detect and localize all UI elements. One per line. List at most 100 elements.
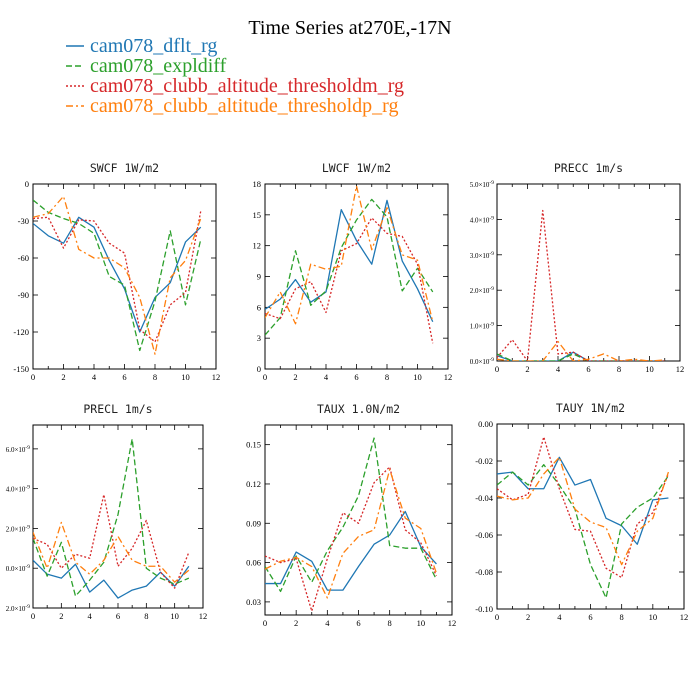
y-tick-mantissa: 4.0 — [470, 216, 479, 224]
y-tick-exponent: -9 — [489, 286, 494, 292]
series-line-3 — [265, 217, 434, 344]
y-tick-exponent: -9 — [25, 564, 30, 570]
x-tick-label: 8 — [388, 618, 392, 628]
x-tick-label: 4 — [556, 364, 561, 374]
series-line-2 — [265, 437, 438, 593]
x-tick-label: 2 — [293, 372, 297, 382]
series-line-1 — [497, 456, 669, 545]
y-tick-prefix: ×10 — [478, 287, 489, 295]
series-line-2 — [33, 199, 202, 352]
y-tick-label: 5.0×10-9 — [470, 180, 495, 189]
x-tick-label: 12 — [444, 372, 453, 382]
series-line-1 — [33, 559, 190, 599]
x-tick-label: 6 — [354, 372, 358, 382]
legend-label: cam078_clubb_altitude_thresholdm_rg — [90, 75, 404, 97]
plot-frame — [264, 183, 449, 370]
x-tick-label: 0 — [31, 611, 35, 621]
y-tick-label: 0.03 — [246, 597, 261, 607]
x-tick-label: 12 — [680, 612, 689, 622]
y-tick-prefix: ×10 — [478, 216, 489, 224]
x-tick-label: 2 — [294, 618, 298, 628]
y-tick-mantissa: 0.0 — [470, 358, 479, 366]
y-tick-exponent: -9 — [25, 485, 30, 491]
series-group — [497, 436, 670, 599]
x-tick-label: 4 — [325, 618, 330, 628]
x-tick-label: 10 — [181, 372, 190, 382]
x-tick-label: 8 — [144, 611, 148, 621]
x-tick-label: 4 — [88, 611, 93, 621]
x-tick-label: 12 — [448, 618, 457, 628]
panel-title: TAUY 1N/m2 — [556, 401, 625, 415]
y-tick-label: 15 — [253, 210, 262, 220]
plot-frame — [32, 183, 217, 370]
y-tick-prefix: ×10 — [14, 605, 25, 613]
x-tick-label: 12 — [199, 611, 208, 621]
y-tick-label: -0.10 — [475, 604, 493, 614]
y-tick-label: 0.00 — [478, 419, 493, 429]
x-tick-label: 6 — [356, 618, 360, 628]
x-tick-label: 10 — [417, 618, 426, 628]
legend-item: cam078_expldiff — [66, 55, 227, 77]
y-tick-label: 6.0×10-9 — [6, 445, 31, 454]
series-group — [265, 437, 438, 612]
series-line-4 — [265, 468, 438, 599]
y-tick-label: -90 — [18, 290, 29, 300]
y-tick-prefix: ×10 — [478, 181, 489, 189]
x-tick-label: 8 — [617, 364, 621, 374]
y-tick-label: 12 — [253, 241, 262, 251]
legend-label: cam078_dflt_rg — [90, 35, 217, 57]
x-tick-label: 6 — [116, 611, 120, 621]
chart-panel: PRECL 1m/s0 2 4 6 8 10 122.0×10-90.0×10-92.0×1… — [6, 402, 208, 621]
legend-item: cam078_clubb_altitude_thresholdp_rg — [66, 95, 398, 117]
series-group — [265, 185, 434, 344]
series-line-1 — [265, 510, 437, 591]
series-line-4 — [33, 195, 202, 355]
x-tick-label: 2 — [59, 611, 63, 621]
legend-item: cam078_clubb_altitude_thresholdm_rg — [66, 75, 404, 97]
x-tick-label: 4 — [92, 372, 97, 382]
series-group — [497, 209, 665, 361]
x-tick-label: 4 — [557, 612, 562, 622]
series-line-2 — [497, 464, 669, 599]
y-tick-label: 0.12 — [246, 479, 261, 489]
series-line-2 — [497, 353, 665, 361]
legend-label: cam078_expldiff — [90, 55, 227, 77]
y-tick-exponent: -9 — [25, 604, 30, 610]
y-tick-exponent: -9 — [489, 215, 494, 221]
x-tick-label: 0 — [495, 364, 499, 374]
y-tick-label: 6 — [257, 302, 261, 312]
x-tick-label: 0 — [31, 372, 35, 382]
legend-item: cam078_dflt_rg — [66, 35, 217, 57]
y-tick-exponent: -9 — [25, 445, 30, 451]
series-line-2 — [33, 438, 190, 597]
y-tick-mantissa: 2.0 — [470, 287, 479, 295]
x-tick-label: 10 — [170, 611, 179, 621]
plot-frame — [496, 183, 681, 362]
chart-panel: TAUX 1.0N/m2 0 2 4 6 8 10 12 0.03 0.06 0.09 0.12 0.1… — [246, 402, 456, 628]
y-tick-label: 0.0×10-9 — [470, 357, 495, 366]
y-tick-label: 0.15 — [246, 440, 261, 450]
y-tick-mantissa: 6.0 — [6, 446, 15, 454]
series-group — [33, 438, 190, 599]
x-tick-label: 10 — [649, 612, 658, 622]
y-tick-prefix: ×10 — [478, 358, 489, 366]
x-tick-label: 12 — [676, 364, 685, 374]
series-line-3 — [497, 436, 670, 579]
y-tick-label: 2.0×10-9 — [6, 524, 31, 533]
series-line-3 — [33, 211, 202, 343]
chart-panel: PRECC 1m/s0 2 4 6 8 10 120.0×10-91.0×10-92.0×1… — [470, 161, 685, 374]
y-tick-prefix: ×10 — [14, 486, 25, 494]
x-tick-label: 8 — [620, 612, 624, 622]
panel-title: LWCF 1W/m2 — [322, 161, 391, 175]
series-line-4 — [33, 521, 190, 583]
y-tick-label: 2.0×10-9 — [6, 604, 31, 613]
y-tick-label: -0.02 — [475, 456, 493, 466]
x-tick-label: 0 — [495, 612, 499, 622]
y-tick-mantissa: 3.0 — [470, 252, 479, 260]
y-tick-mantissa: 0.0 — [6, 565, 15, 573]
x-tick-label: 8 — [153, 372, 157, 382]
y-tick-label: -60 — [18, 253, 29, 263]
x-tick-label: 10 — [645, 364, 654, 374]
y-tick-exponent: -9 — [489, 357, 494, 363]
